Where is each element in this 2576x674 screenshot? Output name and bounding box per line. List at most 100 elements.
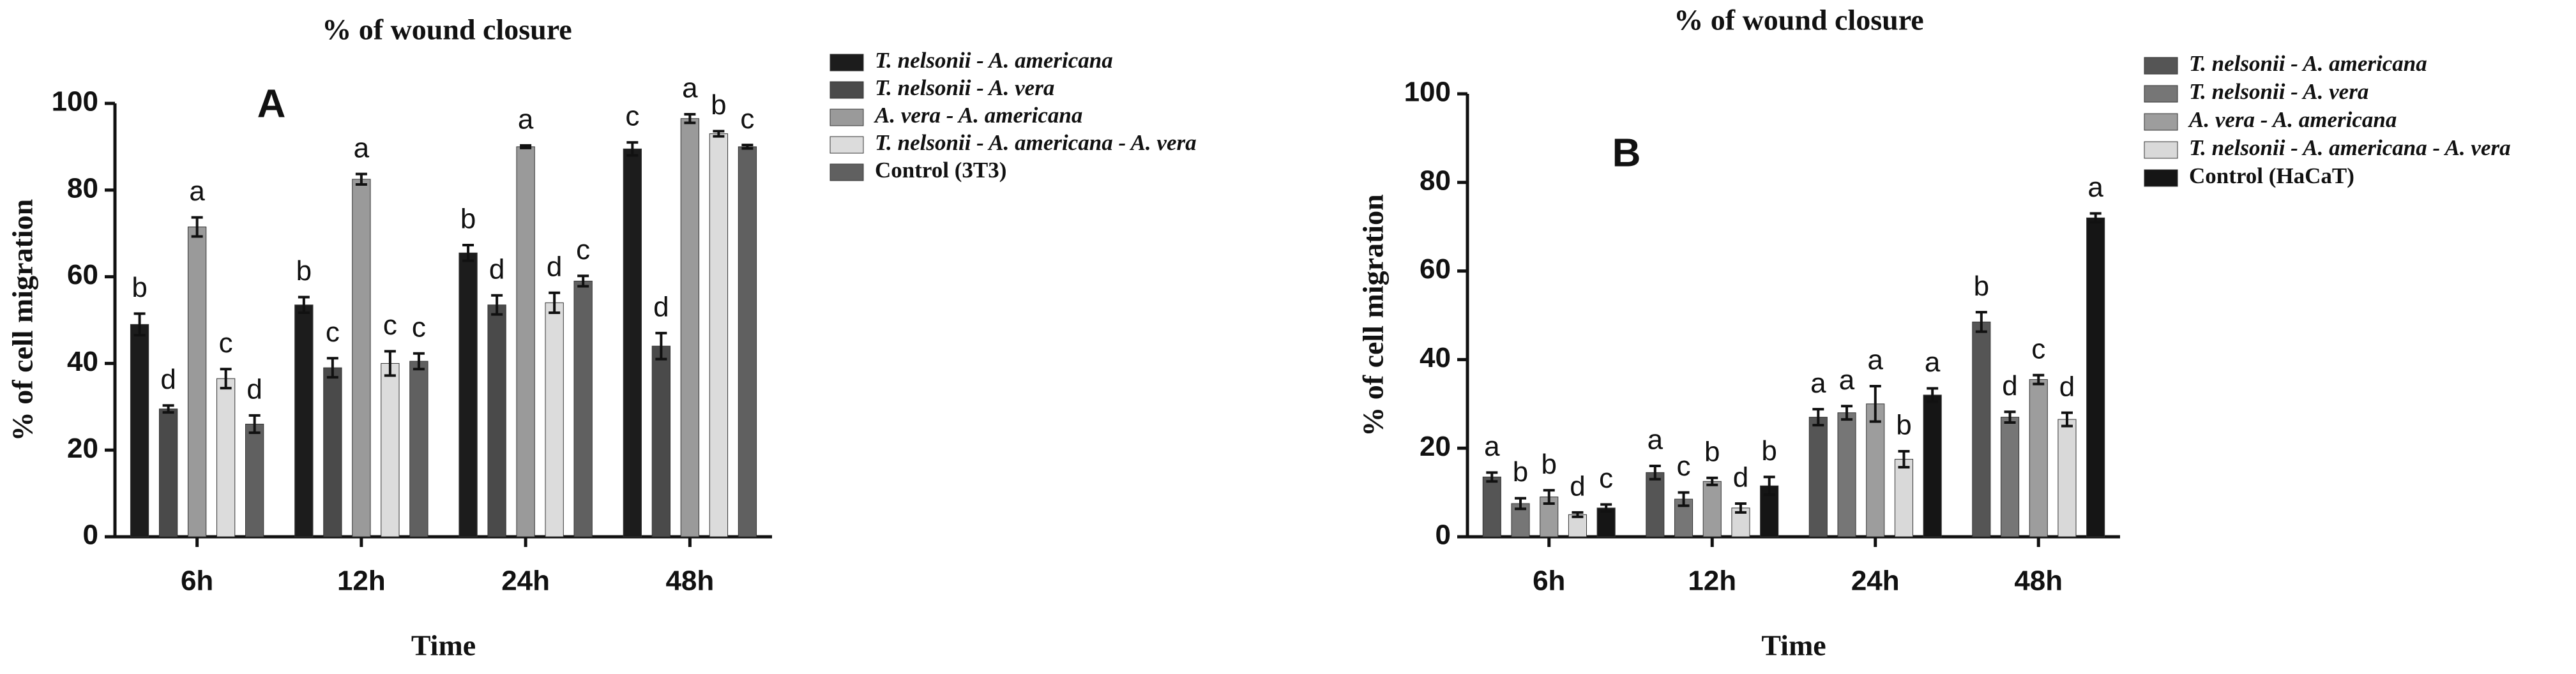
error-bar (2033, 373, 2045, 386)
significance-letter: b (1542, 449, 1557, 480)
error-bar (1600, 503, 1612, 513)
error-bar (2089, 212, 2102, 224)
y-tick-label: 80 (67, 172, 98, 204)
significance-letter: a (1810, 368, 1826, 399)
bar (623, 148, 642, 537)
error-bar (1869, 385, 1881, 423)
bar (352, 179, 371, 537)
bar (2057, 419, 2077, 537)
y-tick-label: 40 (1420, 342, 1451, 373)
bar (738, 146, 757, 537)
legend-label: T. nelsonii - A. americana (2189, 51, 2427, 76)
error-bar (577, 274, 589, 288)
bar (545, 302, 564, 537)
significance-letter: c (412, 311, 426, 343)
chart-title: % of wound closure (1674, 4, 1923, 36)
error-bar (626, 141, 639, 157)
y-tick-label: 60 (67, 259, 98, 290)
bar (1646, 472, 1665, 537)
bar (323, 367, 342, 537)
significance-letter: c (1599, 463, 1613, 494)
bar (1568, 514, 1587, 537)
bar (1923, 394, 1942, 537)
error-bar (413, 352, 425, 371)
significance-letter: d (2059, 371, 2075, 402)
significance-letter: a (682, 73, 698, 104)
error-bar (1678, 491, 1690, 507)
y-axis-label: % of cell migration (6, 199, 39, 441)
significance-letter: c (1677, 451, 1691, 482)
legend-swatch (830, 136, 864, 154)
x-tick-label: 6h (181, 565, 213, 597)
legend-label: A. vera - A. americana (2188, 107, 2397, 132)
significance-letter: a (1648, 424, 1663, 456)
y-tick-label: 20 (1420, 431, 1451, 462)
significance-letter: c (383, 310, 397, 341)
bar (187, 227, 207, 537)
chart-title: % of wound closure (322, 13, 572, 46)
y-tick-label: 0 (83, 520, 98, 551)
bar (245, 423, 264, 537)
significance-letter: a (354, 132, 370, 163)
y-tick-label: 80 (1420, 165, 1451, 196)
error-bar (741, 144, 754, 150)
error-bar (1734, 502, 1746, 514)
significance-letter: d (547, 251, 562, 282)
error-bar (1706, 476, 1718, 486)
error-bar (1763, 476, 1775, 497)
error-bar (549, 291, 561, 314)
bar (1894, 459, 1914, 537)
significance-letter: a (1925, 347, 1941, 378)
legend-label: T. nelsonii - A. americana - A. vera (2189, 135, 2511, 160)
error-bar (298, 296, 310, 314)
y-tick-label: 40 (67, 346, 98, 377)
x-tick-label: 48h (2014, 565, 2063, 597)
bar (216, 378, 236, 537)
legend-label: A. vera - A. americana (874, 103, 1082, 128)
bar (1540, 497, 1559, 537)
significance-letter: b (1896, 410, 1911, 441)
error-bar (1975, 311, 1987, 333)
x-tick-label: 12h (1688, 565, 1736, 597)
bar (1837, 412, 1856, 537)
legend-swatch (2144, 141, 2178, 159)
bar (2086, 217, 2105, 537)
x-tick-label: 48h (665, 565, 714, 597)
bar (294, 304, 314, 537)
x-tick-label: 24h (1851, 565, 1900, 597)
significance-letter: d (489, 253, 504, 285)
significance-letter: d (653, 291, 669, 322)
bar (1972, 321, 1991, 537)
error-bar (1812, 408, 1824, 427)
error-bar (162, 404, 174, 414)
bar (651, 345, 671, 537)
error-bar (520, 144, 532, 149)
error-bar (2004, 410, 2016, 424)
y-axis-label: % of cell migration (1357, 194, 1390, 436)
significance-letter: d (2002, 370, 2017, 401)
bar (516, 146, 535, 537)
significance-letter: c (326, 317, 340, 348)
bar (381, 363, 400, 537)
bar (158, 408, 178, 537)
legend-swatch (2144, 85, 2178, 103)
error-bar (655, 331, 667, 361)
legend-swatch (830, 81, 864, 99)
significance-letter: c (740, 103, 754, 135)
legend-swatch (2144, 57, 2178, 75)
error-bar (355, 172, 367, 186)
panel-label: A (257, 82, 286, 126)
bar (130, 324, 149, 537)
error-bar (384, 350, 396, 377)
error-bar (462, 244, 474, 262)
legend-label: T. nelsonii - A. vera (2189, 79, 2368, 104)
significance-letter: b (296, 255, 312, 287)
y-tick-label: 100 (52, 86, 98, 117)
significance-letter: a (1484, 431, 1500, 462)
error-bar (248, 414, 261, 435)
legend-swatch (830, 109, 864, 126)
x-tick-label: 24h (501, 565, 550, 597)
significance-letter: d (160, 364, 176, 395)
legend-label: Control (HaCaT) (2189, 163, 2354, 188)
